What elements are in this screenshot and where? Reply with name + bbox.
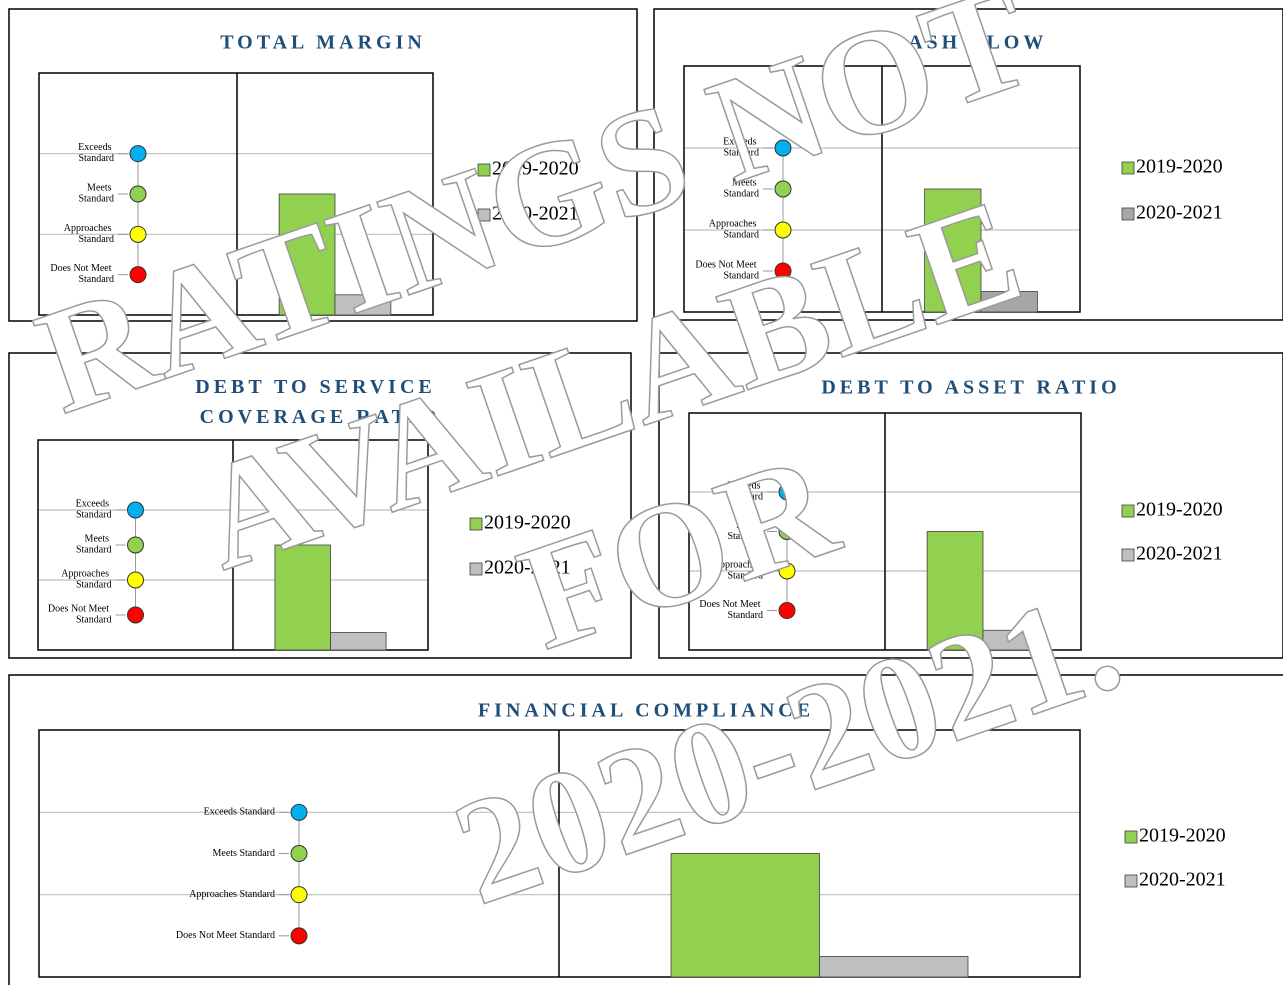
rating-dot (129, 185, 147, 203)
legend-label: 2019-2020 (484, 512, 571, 534)
y-tick-label: Does Not Meet Standard (50, 263, 114, 285)
legend-label: 2020-2021 (1136, 202, 1223, 224)
legend-label: 2019-2020 (1139, 825, 1226, 847)
y-tick-label: Does Not Meet Standard (48, 604, 112, 626)
chart-title: CASH FLOW (890, 32, 1048, 54)
legend-swatch (1124, 830, 1138, 844)
rating-dot (778, 562, 796, 580)
chart-panel: DEBT TO ASSET RATIO Does Not Meet Standar… (658, 352, 1283, 659)
bar (980, 291, 1038, 313)
legend-swatch (477, 208, 491, 222)
rating-dot (290, 845, 308, 862)
rating-dot (774, 180, 792, 198)
chart-title: DEBT TO ASSET RATIO (821, 377, 1120, 399)
rating-dot (127, 501, 144, 519)
rating-dot (290, 886, 308, 904)
y-tick-label: Does Not Meet Standard (176, 930, 275, 941)
bar (274, 544, 331, 651)
rating-dot (778, 602, 796, 619)
charts: TOTAL MARGIN Does Not Meet Standard Approa… (8, 8, 1283, 985)
bar (670, 853, 820, 978)
legend-swatch (469, 517, 483, 531)
y-tick-label: Exceeds Standard (204, 807, 275, 818)
legend-swatch (1121, 504, 1135, 518)
legend-label: 2020-2021 (1139, 869, 1226, 891)
y-tick-label: Approaches Standard (189, 889, 275, 900)
y-tick-label: Exceeds Standard (76, 499, 112, 521)
y-tick-label: Meets Standard (76, 534, 112, 556)
legend-swatch (1121, 548, 1135, 562)
legend-label: 2019-2020 (1136, 156, 1223, 178)
legend-swatch (1121, 161, 1135, 175)
y-tick-label: Exceeds Standard (723, 137, 759, 159)
chart-title: DEBT TO SERVICE COVERAGE RATIO (195, 376, 445, 428)
rating-dot (129, 266, 147, 284)
y-tick-label: Meets Standard (213, 848, 276, 859)
y-tick-label: Approaches Standard (61, 569, 111, 591)
bar (982, 629, 1040, 651)
legend-label: 2019-2020 (492, 158, 579, 180)
legend-label: 2020-2021 (1136, 543, 1223, 565)
bar (924, 188, 982, 313)
bar (330, 632, 387, 651)
y-tick-label: Approaches Standard (64, 223, 114, 245)
rating-dot (778, 523, 796, 540)
rating-dot (127, 536, 144, 554)
y-tick-label: Approaches Standard (709, 219, 759, 241)
y-tick-label: Does Not Meet Standard (699, 599, 763, 621)
legend-swatch (1121, 207, 1135, 221)
rating-dot (129, 225, 147, 243)
legend-swatch (1124, 874, 1138, 888)
plot-area (38, 72, 434, 316)
y-tick-label: Does Not Meet Standard (695, 260, 759, 282)
legend-swatch (469, 562, 483, 576)
chart-panel: DEBT TO SERVICE COVERAGE RATIO Does Not M… (8, 352, 632, 659)
rating-dot (129, 145, 147, 163)
rating-dot (774, 262, 792, 280)
legend-label: 2020-2021 (484, 557, 571, 579)
legend-label: 2019-2020 (1136, 499, 1223, 521)
chart-panel: CASH FLOW Does Not Meet Standard Approache… (653, 8, 1283, 321)
chart-title: TOTAL MARGIN (220, 32, 426, 54)
y-tick-label: Meets Standard (78, 183, 114, 205)
legend-label: 2020-2021 (492, 203, 579, 225)
rating-dot (774, 139, 792, 157)
rating-dot (127, 571, 144, 589)
bar (819, 956, 969, 978)
rating-dot (774, 221, 792, 239)
chart-title: FINANCIAL COMPLIANCE (478, 700, 814, 722)
bar (334, 294, 392, 316)
bar (926, 531, 984, 651)
bar (278, 193, 336, 316)
y-tick-label: Meets Standard (723, 178, 759, 200)
chart-panel: TOTAL MARGIN Does Not Meet Standard Approa… (8, 8, 638, 322)
rating-dot (290, 803, 308, 821)
y-tick-label: Exceeds Standard (727, 481, 763, 503)
y-tick-label: Meets Standard (727, 520, 763, 542)
chart-panel: FINANCIAL COMPLIANCE Does Not Meet Standa… (8, 674, 1283, 985)
panel-border (8, 674, 1283, 985)
rating-dot (127, 606, 144, 624)
rating-dot (290, 927, 308, 945)
y-tick-label: Exceeds Standard (78, 142, 114, 164)
legend-swatch (477, 163, 491, 177)
y-tick-label: Approaches Standard (713, 560, 763, 582)
rating-dot (778, 483, 796, 501)
